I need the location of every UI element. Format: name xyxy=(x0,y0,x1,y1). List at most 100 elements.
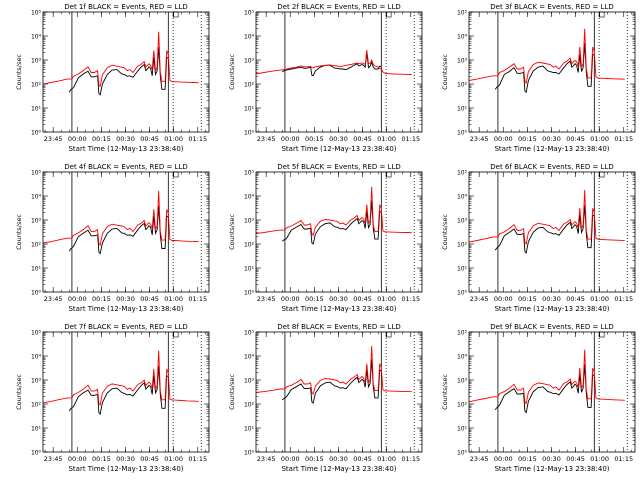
x-tick-label: 01:00 xyxy=(377,455,396,463)
y-tick-label: 10² xyxy=(31,82,42,89)
panel-8: Det 8f BLACK = Events, RED = LLD Counts/s… xyxy=(228,323,423,473)
y-tick-label: 10³ xyxy=(457,218,468,225)
x-tick-label: 01:15 xyxy=(401,135,420,143)
lld-series-line xyxy=(256,49,412,75)
x-tick-label: 01:00 xyxy=(377,135,396,143)
y-tick-label: 10³ xyxy=(244,218,255,225)
y-tick-label: 10⁵ xyxy=(244,170,255,177)
x-tick-label: 00:00 xyxy=(68,135,87,143)
x-tick-label: 01:15 xyxy=(401,295,420,303)
x-tick-label: 00:45 xyxy=(353,135,372,143)
y-tick-label: 10⁰ xyxy=(244,450,255,457)
lld-series-line xyxy=(469,189,625,245)
y-tick-label: 10⁵ xyxy=(457,330,468,337)
panel-title: Det 5f BLACK = Events, RED = LLD xyxy=(277,163,400,171)
events-series-line xyxy=(494,364,595,414)
y-tick-label: 10³ xyxy=(244,378,255,385)
panel-2: Det 2f BLACK = Events, RED = LLD Counts/s… xyxy=(228,3,423,153)
events-series-line xyxy=(494,204,595,254)
y-tick-label: 10⁴ xyxy=(457,354,468,361)
y-tick-label: 10³ xyxy=(457,378,468,385)
x-tick-label: 00:00 xyxy=(494,135,513,143)
y-tick-label: 10² xyxy=(31,402,42,409)
panel-title: Det 6f BLACK = Events, RED = LLD xyxy=(490,163,613,171)
y-tick-label: 10⁴ xyxy=(457,34,468,41)
panel-title: Det 4f BLACK = Events, RED = LLD xyxy=(64,163,187,171)
y-tick-label: 10⁵ xyxy=(244,330,255,337)
panel-title: Det 3f BLACK = Events, RED = LLD xyxy=(490,3,613,11)
y-tick-label: 10¹ xyxy=(457,266,468,273)
y-tick-label: 10⁵ xyxy=(457,10,468,17)
y-tick-label: 10⁵ xyxy=(31,10,42,17)
x-tick-label: 00:30 xyxy=(329,295,348,303)
x-tick-label: 00:45 xyxy=(140,455,159,463)
y-tick-label: 10⁰ xyxy=(31,290,42,297)
x-tick-label: 00:15 xyxy=(518,295,537,303)
y-tick-label: 10⁰ xyxy=(31,450,42,457)
y-axis-label: Counts/sec xyxy=(15,214,23,250)
y-tick-label: 10⁴ xyxy=(31,354,42,361)
x-tick-label: 00:00 xyxy=(281,135,300,143)
y-tick-label: 10⁴ xyxy=(244,34,255,41)
y-tick-label: 10⁰ xyxy=(31,130,42,137)
x-tick-label: 00:00 xyxy=(281,455,300,463)
x-tick-label: 23:45 xyxy=(470,135,489,143)
x-tick-label: 00:00 xyxy=(494,455,513,463)
x-tick-label: 00:30 xyxy=(542,295,561,303)
x-tick-label: 00:45 xyxy=(566,455,585,463)
x-tick-label: 00:15 xyxy=(92,135,111,143)
lld-series-line xyxy=(469,349,625,405)
y-tick-label: 10⁰ xyxy=(457,450,468,457)
plot-frame xyxy=(42,331,210,453)
y-tick-label: 10² xyxy=(457,242,468,249)
y-axis-label: Counts/sec xyxy=(228,374,236,410)
panel-title: Det 7f BLACK = Events, RED = LLD xyxy=(64,323,187,331)
x-tick-label: 01:15 xyxy=(614,455,633,463)
y-tick-label: 10¹ xyxy=(244,426,255,433)
x-tick-label: 00:30 xyxy=(542,135,561,143)
panel-6: Det 6f BLACK = Events, RED = LLD Counts/s… xyxy=(441,163,636,313)
plot-frame xyxy=(468,11,636,133)
y-tick-label: 10⁴ xyxy=(31,194,42,201)
plot-frame xyxy=(255,11,423,133)
y-tick-label: 10² xyxy=(244,242,255,249)
panel-title: Det 2f BLACK = Events, RED = LLD xyxy=(277,3,400,11)
lld-series-line xyxy=(256,186,412,237)
panel-5: Det 5f BLACK = Events, RED = LLD Counts/s… xyxy=(228,163,423,313)
x-tick-label: 00:15 xyxy=(305,295,324,303)
y-axis-label: Counts/sec xyxy=(441,374,449,410)
panel-9: Det 9f BLACK = Events, RED = LLD Counts/s… xyxy=(441,323,636,473)
y-tick-label: 10² xyxy=(244,82,255,89)
lld-series-line xyxy=(43,190,199,246)
x-tick-label: 00:15 xyxy=(92,455,111,463)
x-tick-label: 00:45 xyxy=(566,295,585,303)
y-tick-label: 10² xyxy=(457,402,468,409)
y-tick-label: 10² xyxy=(31,242,42,249)
y-tick-label: 10⁵ xyxy=(244,10,255,17)
events-series-line xyxy=(281,359,382,404)
x-tick-label: 01:15 xyxy=(401,455,420,463)
x-tick-label: 23:45 xyxy=(257,295,276,303)
panel-title: Det 9f BLACK = Events, RED = LLD xyxy=(490,323,613,331)
x-axis-label: Start Time (12-May-13 23:38:40) xyxy=(68,145,183,153)
events-series-line xyxy=(68,365,169,416)
y-tick-label: 10³ xyxy=(244,58,255,65)
x-tick-label: 01:15 xyxy=(188,455,207,463)
x-axis-label: Start Time (12-May-13 23:38:40) xyxy=(281,145,396,153)
x-tick-label: 00:45 xyxy=(140,135,159,143)
x-tick-label: 01:15 xyxy=(614,295,633,303)
plot-frame xyxy=(468,331,636,453)
y-tick-label: 10⁰ xyxy=(457,130,468,137)
y-tick-label: 10¹ xyxy=(31,266,42,273)
y-tick-label: 10¹ xyxy=(244,266,255,273)
y-tick-label: 10⁴ xyxy=(457,194,468,201)
x-tick-label: 00:15 xyxy=(305,455,324,463)
x-axis-label: Start Time (12-May-13 23:38:40) xyxy=(68,465,183,473)
x-tick-label: 01:00 xyxy=(590,455,609,463)
x-tick-label: 01:15 xyxy=(188,295,207,303)
x-tick-label: 00:30 xyxy=(329,455,348,463)
panel-4: Det 4f BLACK = Events, RED = LLD Counts/s… xyxy=(15,163,210,313)
x-tick-label: 01:15 xyxy=(188,135,207,143)
y-axis-label: Counts/sec xyxy=(441,214,449,250)
x-tick-label: 23:45 xyxy=(257,135,276,143)
